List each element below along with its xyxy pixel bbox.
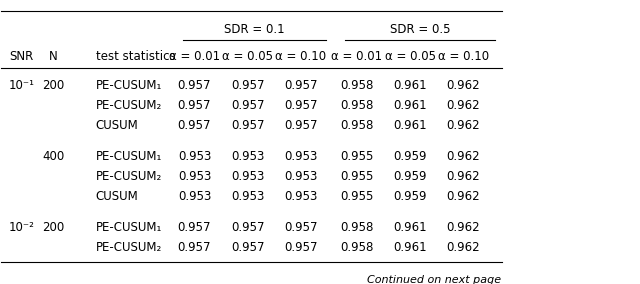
Text: 0.957: 0.957 bbox=[231, 241, 265, 254]
Text: 0.962: 0.962 bbox=[447, 190, 480, 202]
Text: SDR = 0.5: SDR = 0.5 bbox=[390, 22, 451, 36]
Text: 0.953: 0.953 bbox=[231, 190, 265, 202]
Text: 0.957: 0.957 bbox=[178, 118, 211, 131]
Text: 0.955: 0.955 bbox=[340, 190, 374, 202]
Text: 0.957: 0.957 bbox=[231, 118, 265, 131]
Text: α = 0.10: α = 0.10 bbox=[275, 50, 326, 63]
Text: 0.957: 0.957 bbox=[231, 79, 265, 92]
Text: Continued on next page: Continued on next page bbox=[367, 275, 502, 284]
Text: 0.958: 0.958 bbox=[340, 99, 374, 112]
Text: α = 0.01: α = 0.01 bbox=[169, 50, 220, 63]
Text: 0.961: 0.961 bbox=[394, 118, 428, 131]
Text: 0.957: 0.957 bbox=[284, 241, 317, 254]
Text: PE-CUSUM₁: PE-CUSUM₁ bbox=[96, 79, 162, 92]
Text: 0.953: 0.953 bbox=[178, 190, 211, 202]
Text: 0.957: 0.957 bbox=[284, 221, 317, 234]
Text: 0.962: 0.962 bbox=[447, 118, 480, 131]
Text: 0.957: 0.957 bbox=[284, 118, 317, 131]
Text: 0.958: 0.958 bbox=[340, 118, 374, 131]
Text: PE-CUSUM₂: PE-CUSUM₂ bbox=[96, 99, 162, 112]
Text: SNR: SNR bbox=[9, 50, 33, 63]
Text: 0.957: 0.957 bbox=[178, 79, 211, 92]
Text: 200: 200 bbox=[42, 221, 65, 234]
Text: α = 0.05: α = 0.05 bbox=[385, 50, 436, 63]
Text: 0.957: 0.957 bbox=[231, 221, 265, 234]
Text: 0.958: 0.958 bbox=[340, 221, 374, 234]
Text: 0.957: 0.957 bbox=[178, 99, 211, 112]
Text: 0.953: 0.953 bbox=[178, 170, 211, 183]
Text: 0.962: 0.962 bbox=[447, 241, 480, 254]
Text: CUSUM: CUSUM bbox=[96, 118, 138, 131]
Text: α = 0.05: α = 0.05 bbox=[223, 50, 273, 63]
Text: 0.961: 0.961 bbox=[394, 221, 428, 234]
Text: 0.962: 0.962 bbox=[447, 79, 480, 92]
Text: 200: 200 bbox=[42, 79, 65, 92]
Text: 0.957: 0.957 bbox=[178, 241, 211, 254]
Text: 0.953: 0.953 bbox=[178, 150, 211, 163]
Text: 0.961: 0.961 bbox=[394, 79, 428, 92]
Text: test statistics: test statistics bbox=[96, 50, 175, 63]
Text: 0.959: 0.959 bbox=[394, 170, 428, 183]
Text: 10⁻¹: 10⁻¹ bbox=[9, 79, 35, 92]
Text: 0.955: 0.955 bbox=[340, 150, 374, 163]
Text: 0.959: 0.959 bbox=[394, 190, 428, 202]
Text: 0.957: 0.957 bbox=[284, 99, 317, 112]
Text: 0.962: 0.962 bbox=[447, 170, 480, 183]
Text: 0.961: 0.961 bbox=[394, 99, 428, 112]
Text: 0.959: 0.959 bbox=[394, 150, 428, 163]
Text: 0.957: 0.957 bbox=[231, 99, 265, 112]
Text: 0.961: 0.961 bbox=[394, 241, 428, 254]
Text: PE-CUSUM₂: PE-CUSUM₂ bbox=[96, 170, 162, 183]
Text: PE-CUSUM₂: PE-CUSUM₂ bbox=[96, 241, 162, 254]
Text: 0.962: 0.962 bbox=[447, 150, 480, 163]
Text: 0.958: 0.958 bbox=[340, 79, 374, 92]
Text: SDR = 0.1: SDR = 0.1 bbox=[224, 22, 285, 36]
Text: 0.955: 0.955 bbox=[340, 170, 374, 183]
Text: 10⁻²: 10⁻² bbox=[9, 221, 35, 234]
Text: 0.953: 0.953 bbox=[231, 150, 265, 163]
Text: 0.962: 0.962 bbox=[447, 221, 480, 234]
Text: CUSUM: CUSUM bbox=[96, 190, 138, 202]
Text: PE-CUSUM₁: PE-CUSUM₁ bbox=[96, 221, 162, 234]
Text: α = 0.01: α = 0.01 bbox=[332, 50, 383, 63]
Text: 0.958: 0.958 bbox=[340, 241, 374, 254]
Text: 0.953: 0.953 bbox=[284, 190, 317, 202]
Text: α = 0.10: α = 0.10 bbox=[438, 50, 489, 63]
Text: 400: 400 bbox=[42, 150, 65, 163]
Text: 0.953: 0.953 bbox=[284, 170, 317, 183]
Text: PE-CUSUM₁: PE-CUSUM₁ bbox=[96, 150, 162, 163]
Text: 0.953: 0.953 bbox=[284, 150, 317, 163]
Text: 0.957: 0.957 bbox=[284, 79, 317, 92]
Text: 0.957: 0.957 bbox=[178, 221, 211, 234]
Text: 0.962: 0.962 bbox=[447, 99, 480, 112]
Text: 0.953: 0.953 bbox=[231, 170, 265, 183]
Text: N: N bbox=[49, 50, 58, 63]
